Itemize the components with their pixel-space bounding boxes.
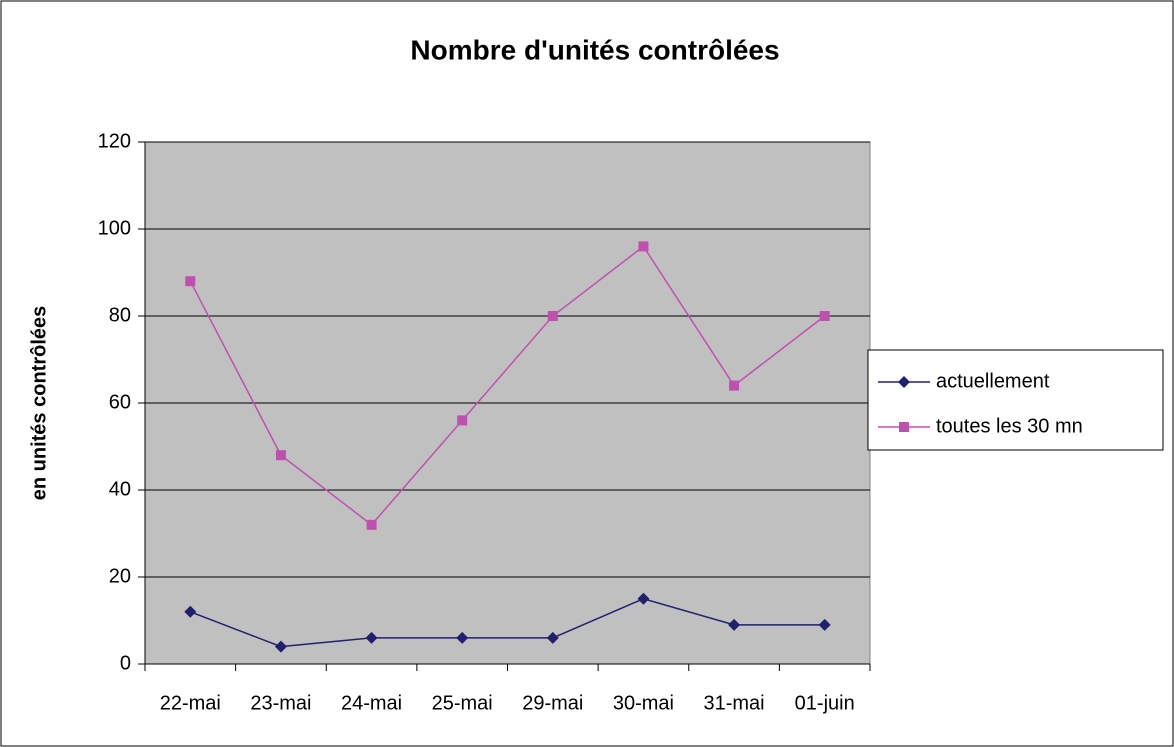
y-tick-label: 60 xyxy=(109,391,131,413)
marker xyxy=(728,618,741,631)
marker xyxy=(819,311,830,321)
y-axis-label: en unités contrôlées xyxy=(28,306,50,501)
y-tick-label: 120 xyxy=(98,130,131,152)
legend-box xyxy=(867,349,1164,451)
x-tick-label: 01-juin xyxy=(795,692,855,714)
x-tick-label: 30-mai xyxy=(613,692,674,714)
y-tick-label: 100 xyxy=(98,217,131,239)
marker xyxy=(365,631,378,644)
marker xyxy=(185,276,196,287)
marker xyxy=(547,311,558,321)
marker xyxy=(274,640,287,653)
x-tick-label: 25-mai xyxy=(432,692,493,714)
series-line xyxy=(190,597,825,648)
x-tick-label: 31-mai xyxy=(703,692,764,714)
marker xyxy=(637,592,650,605)
x-tick-label: 23-mai xyxy=(250,692,311,714)
y-tick-label: 40 xyxy=(109,478,131,500)
x-tick-label: 22-mai xyxy=(160,692,221,714)
marker xyxy=(546,631,559,644)
chart-title: Nombre d'unités contrôlées xyxy=(410,34,779,65)
marker xyxy=(729,380,740,391)
marker xyxy=(899,422,909,432)
marker xyxy=(184,605,197,618)
marker xyxy=(366,519,377,530)
x-tick-label: 29-mai xyxy=(522,692,583,714)
x-tick-label: 24-mai xyxy=(341,692,402,714)
marker xyxy=(818,618,831,631)
legend-label: actuellement xyxy=(936,370,1050,392)
series-line xyxy=(189,245,826,526)
marker xyxy=(456,631,469,644)
y-tick-label: 80 xyxy=(109,304,131,326)
marker xyxy=(898,376,910,388)
marker xyxy=(275,450,286,461)
y-tick-label: 0 xyxy=(120,652,131,674)
marker xyxy=(457,415,468,426)
marker xyxy=(638,241,649,252)
y-tick-label: 20 xyxy=(109,565,131,587)
legend-label: toutes les 30 mn xyxy=(936,415,1083,437)
